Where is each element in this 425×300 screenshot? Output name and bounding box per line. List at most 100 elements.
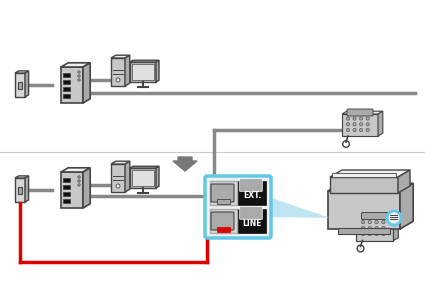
FancyArrow shape xyxy=(173,157,197,171)
FancyBboxPatch shape xyxy=(205,176,271,238)
FancyBboxPatch shape xyxy=(347,109,373,116)
Circle shape xyxy=(387,211,401,225)
Circle shape xyxy=(375,232,378,236)
Circle shape xyxy=(360,128,363,132)
Circle shape xyxy=(361,226,365,230)
Polygon shape xyxy=(15,73,25,97)
Circle shape xyxy=(368,220,371,224)
Circle shape xyxy=(366,123,369,126)
Polygon shape xyxy=(61,168,90,172)
Polygon shape xyxy=(15,71,28,73)
Polygon shape xyxy=(111,55,130,58)
Bar xyxy=(18,82,22,89)
Polygon shape xyxy=(394,215,398,241)
Bar xyxy=(338,228,390,234)
Polygon shape xyxy=(342,114,378,136)
Circle shape xyxy=(116,78,120,82)
Polygon shape xyxy=(130,60,159,62)
Circle shape xyxy=(78,71,80,73)
Circle shape xyxy=(353,123,356,126)
Polygon shape xyxy=(357,215,398,217)
Polygon shape xyxy=(15,176,28,178)
FancyBboxPatch shape xyxy=(211,184,234,202)
Polygon shape xyxy=(378,111,383,136)
Circle shape xyxy=(78,176,80,178)
Circle shape xyxy=(353,117,356,120)
FancyBboxPatch shape xyxy=(240,179,262,191)
Polygon shape xyxy=(83,63,90,103)
Text: LINE: LINE xyxy=(242,218,262,227)
Circle shape xyxy=(366,128,369,132)
Circle shape xyxy=(78,79,80,81)
Bar xyxy=(63,199,70,203)
Bar xyxy=(63,73,70,77)
Bar xyxy=(132,64,154,80)
Bar xyxy=(63,178,70,182)
Polygon shape xyxy=(398,170,410,193)
Polygon shape xyxy=(25,71,28,97)
Polygon shape xyxy=(330,177,398,193)
Bar xyxy=(63,87,70,91)
Polygon shape xyxy=(61,63,90,67)
Circle shape xyxy=(360,117,363,120)
Bar xyxy=(238,209,266,233)
Circle shape xyxy=(382,232,385,236)
Bar xyxy=(18,187,22,194)
Circle shape xyxy=(346,128,350,132)
Circle shape xyxy=(78,75,80,77)
Polygon shape xyxy=(156,166,159,188)
Circle shape xyxy=(382,220,385,224)
Polygon shape xyxy=(15,178,25,202)
Polygon shape xyxy=(328,183,413,191)
Bar xyxy=(63,94,70,98)
Polygon shape xyxy=(111,58,125,86)
Circle shape xyxy=(78,184,80,186)
Polygon shape xyxy=(330,170,410,177)
Polygon shape xyxy=(125,55,130,86)
Polygon shape xyxy=(328,191,400,229)
Bar xyxy=(63,80,70,84)
Circle shape xyxy=(361,220,365,224)
Polygon shape xyxy=(342,111,383,114)
Polygon shape xyxy=(125,161,130,192)
FancyBboxPatch shape xyxy=(211,212,234,230)
Text: EXT.: EXT. xyxy=(243,190,261,200)
Polygon shape xyxy=(400,183,413,229)
Polygon shape xyxy=(83,168,90,208)
FancyBboxPatch shape xyxy=(362,212,388,220)
Polygon shape xyxy=(130,62,156,82)
Circle shape xyxy=(368,232,371,236)
Polygon shape xyxy=(130,168,156,188)
Bar xyxy=(132,170,154,186)
Polygon shape xyxy=(130,166,159,168)
Bar xyxy=(332,173,396,177)
Polygon shape xyxy=(25,176,28,202)
Circle shape xyxy=(368,226,371,230)
Circle shape xyxy=(78,180,80,182)
Circle shape xyxy=(366,117,369,120)
Circle shape xyxy=(375,226,378,230)
Bar xyxy=(210,181,237,205)
Polygon shape xyxy=(61,67,83,103)
Polygon shape xyxy=(156,60,159,82)
Circle shape xyxy=(375,220,378,224)
Circle shape xyxy=(353,128,356,132)
Circle shape xyxy=(346,117,350,120)
Circle shape xyxy=(346,123,350,126)
Circle shape xyxy=(116,184,120,188)
Circle shape xyxy=(360,123,363,126)
Bar xyxy=(238,181,266,205)
Circle shape xyxy=(361,232,365,236)
Polygon shape xyxy=(111,161,130,164)
Bar xyxy=(217,199,230,204)
Bar xyxy=(210,209,237,233)
Bar xyxy=(217,227,230,232)
FancyBboxPatch shape xyxy=(240,207,262,219)
Bar xyxy=(63,185,70,189)
Polygon shape xyxy=(111,164,125,192)
Polygon shape xyxy=(357,218,394,241)
Bar xyxy=(63,192,70,196)
Circle shape xyxy=(382,226,385,230)
Polygon shape xyxy=(61,172,83,208)
Polygon shape xyxy=(269,197,330,218)
